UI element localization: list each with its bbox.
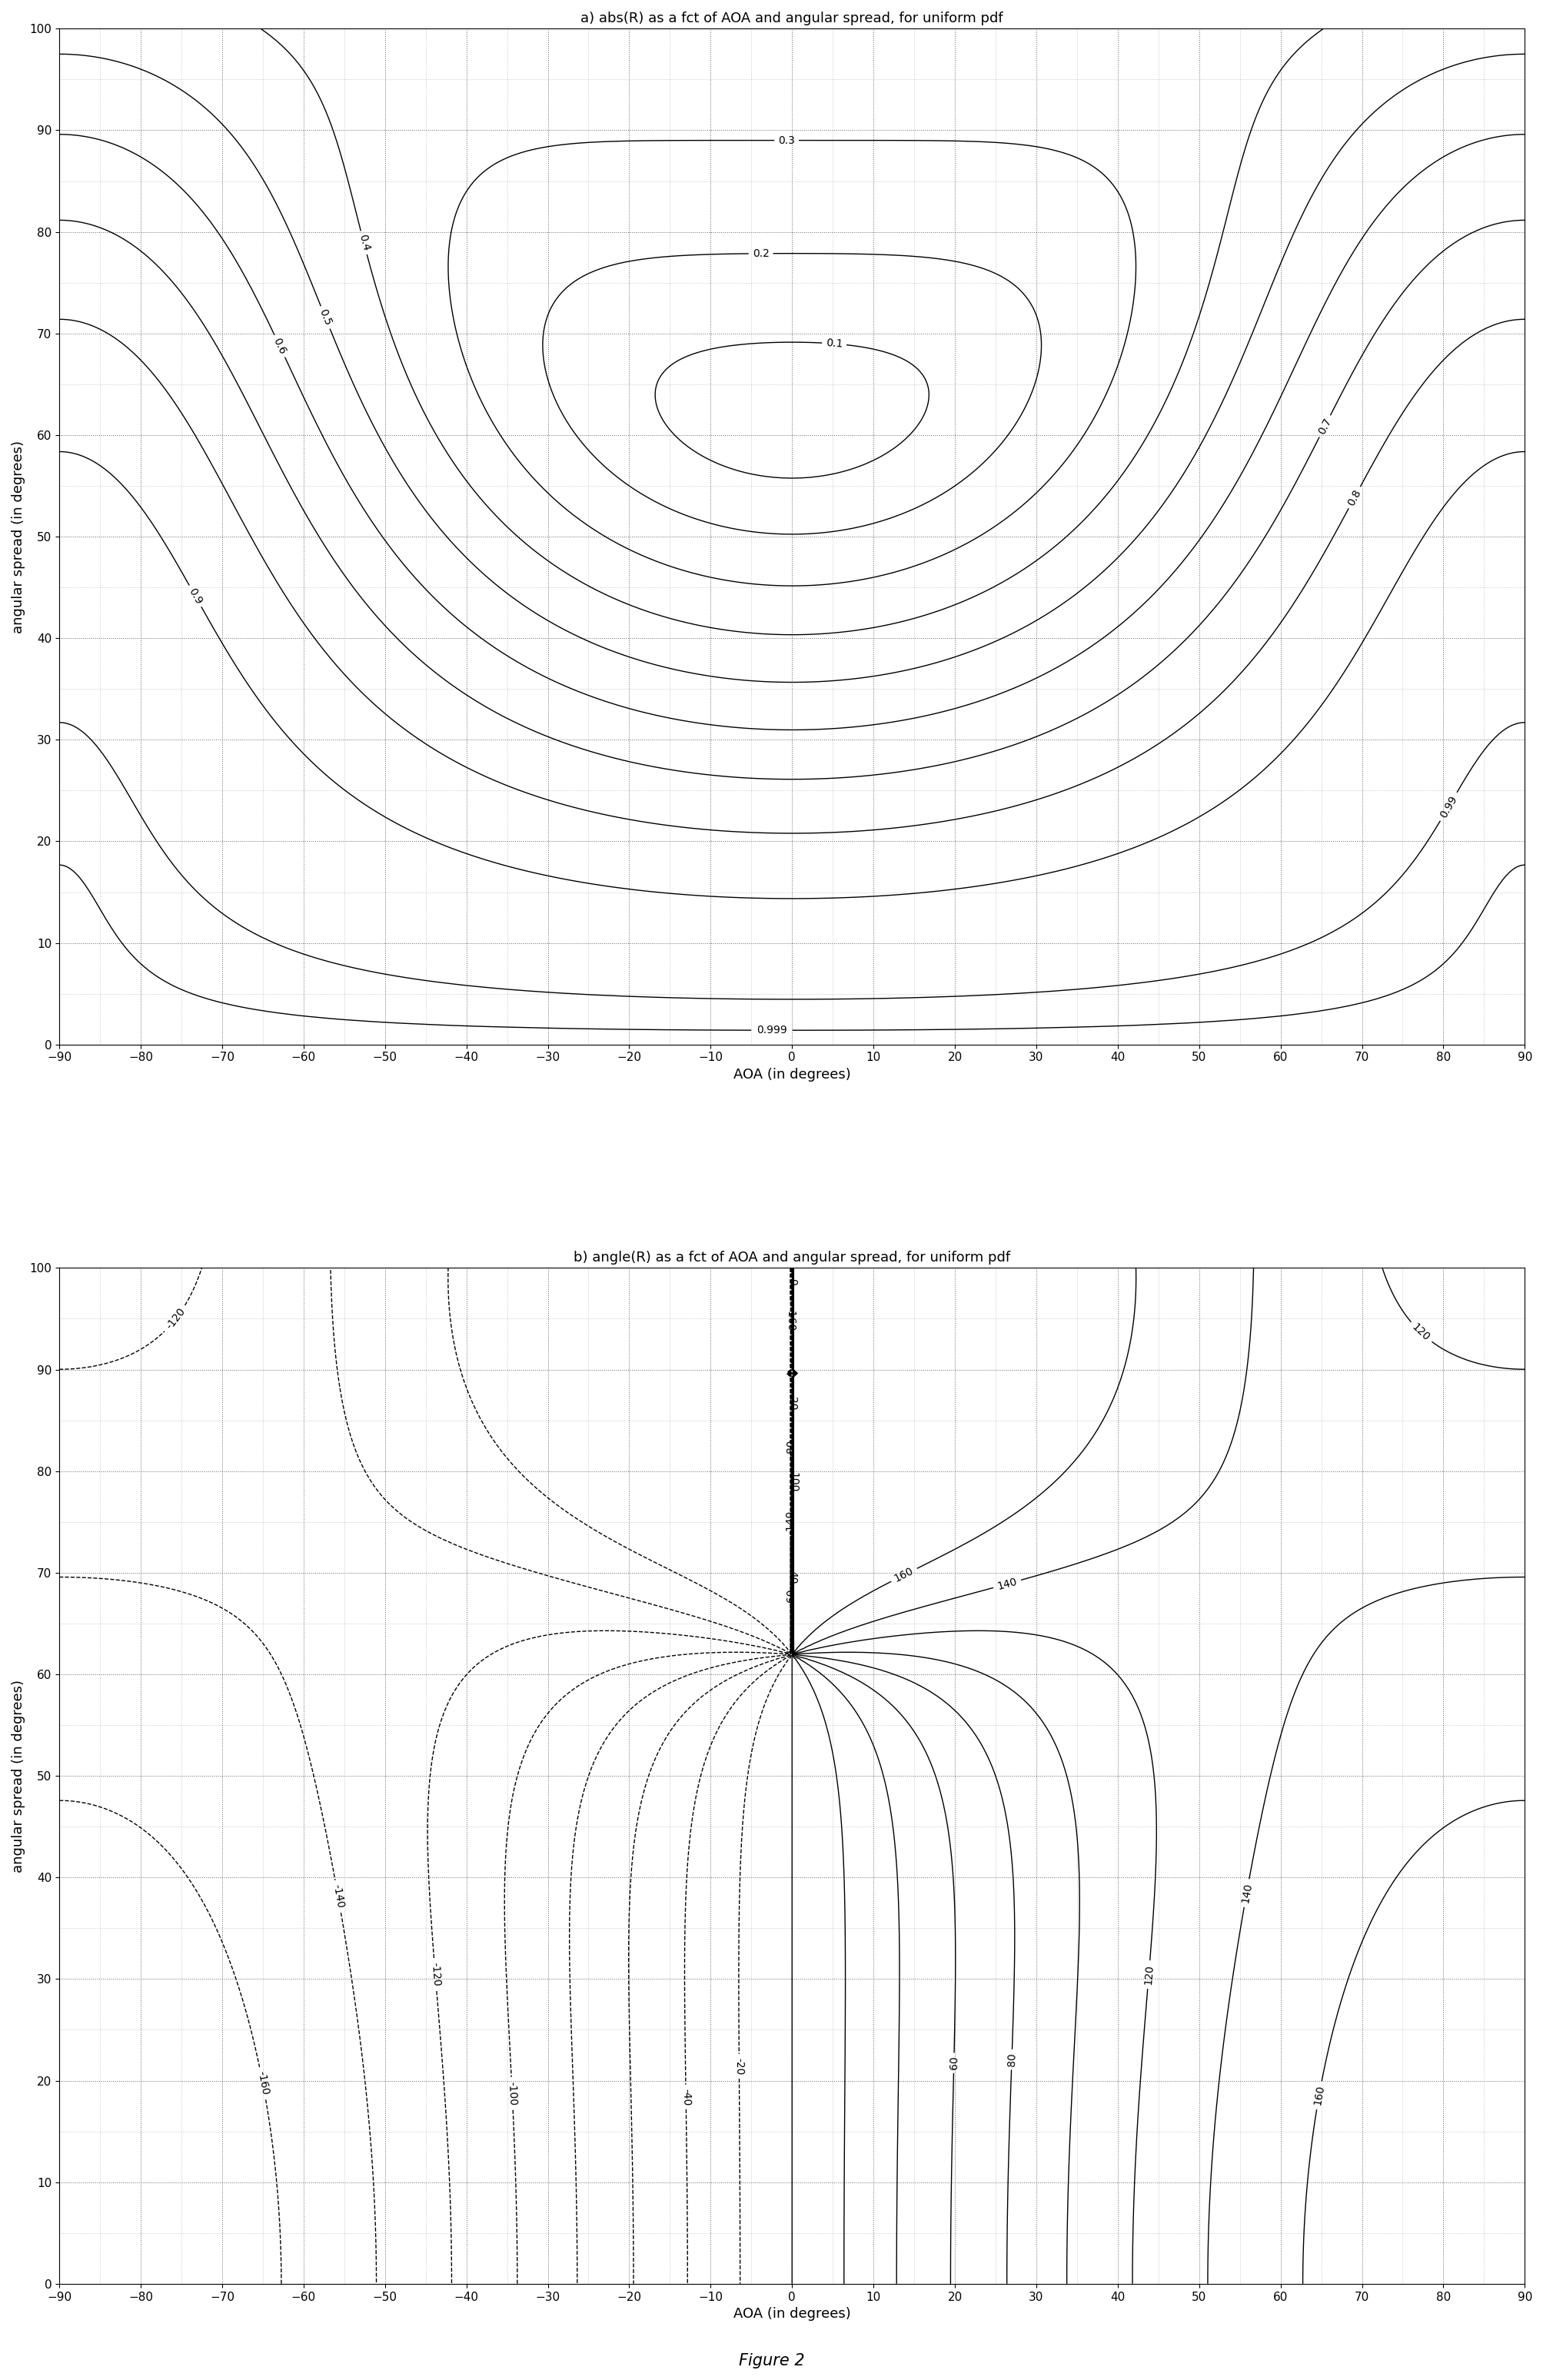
Text: 140: 140 <box>995 1576 1018 1592</box>
Text: 40: 40 <box>787 1571 798 1583</box>
Text: 0.99: 0.99 <box>1437 793 1458 819</box>
Text: 0.2: 0.2 <box>751 248 768 259</box>
Text: 160: 160 <box>892 1566 915 1585</box>
Text: -140: -140 <box>785 1511 796 1535</box>
Y-axis label: angular spread (in degrees): angular spread (in degrees) <box>11 1680 25 1873</box>
Text: 20: 20 <box>787 1397 798 1411</box>
Text: 120: 120 <box>1142 1963 1154 1985</box>
Text: Figure 2: Figure 2 <box>739 2354 804 2368</box>
Text: -80: -80 <box>785 1440 796 1457</box>
Text: -160: -160 <box>785 1307 795 1330</box>
Text: -120: -120 <box>164 1307 187 1333</box>
Text: -20: -20 <box>733 2059 744 2075</box>
Text: 0.1: 0.1 <box>826 338 842 350</box>
Text: 0.999: 0.999 <box>756 1026 787 1035</box>
Text: 60: 60 <box>947 2056 958 2071</box>
Text: 0.9: 0.9 <box>187 585 204 607</box>
Text: -140: -140 <box>330 1883 346 1909</box>
Text: 0.8: 0.8 <box>1345 488 1362 507</box>
Text: 0.3: 0.3 <box>778 136 795 145</box>
Text: 0: 0 <box>787 1278 798 1285</box>
Text: 80: 80 <box>1006 2052 1017 2066</box>
X-axis label: AOA (in degrees): AOA (in degrees) <box>733 1069 850 1081</box>
Text: 140: 140 <box>1239 1883 1253 1904</box>
Text: -60: -60 <box>785 1590 796 1606</box>
Text: 0.6: 0.6 <box>272 336 289 357</box>
Text: -120: -120 <box>429 1961 441 1987</box>
Text: 160: 160 <box>1312 2085 1325 2106</box>
Y-axis label: angular spread (in degrees): angular spread (in degrees) <box>11 440 25 633</box>
Text: 100: 100 <box>787 1471 798 1492</box>
Text: 0.4: 0.4 <box>356 233 370 252</box>
Title: b) angle(R) as a fct of AOA and angular spread, for uniform pdf: b) angle(R) as a fct of AOA and angular … <box>574 1252 1011 1264</box>
Text: -100: -100 <box>506 2080 518 2106</box>
X-axis label: AOA (in degrees): AOA (in degrees) <box>733 2306 850 2320</box>
Text: -160: -160 <box>255 2071 270 2097</box>
Text: 0.7: 0.7 <box>1316 416 1333 436</box>
Text: 0.5: 0.5 <box>316 307 333 328</box>
Text: 120: 120 <box>1409 1321 1432 1342</box>
Text: -40: -40 <box>680 2087 691 2106</box>
Title: a) abs(R) as a fct of AOA and angular spread, for uniform pdf: a) abs(R) as a fct of AOA and angular sp… <box>580 12 1003 26</box>
